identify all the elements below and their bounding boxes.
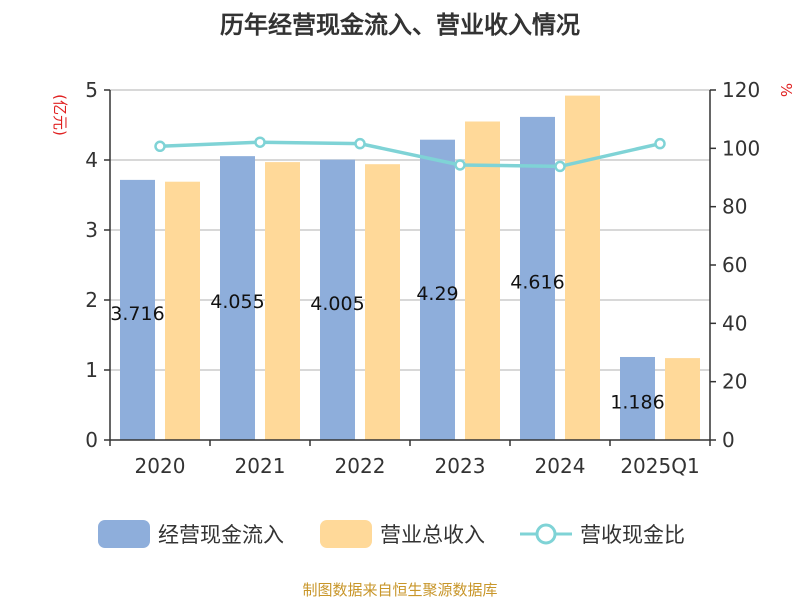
cash-inflow-value-label: 1.186 (610, 391, 664, 413)
left-axis-unit: (亿元) (51, 94, 69, 136)
right-axis-tick-label: 0 (722, 428, 735, 452)
bar-cash-inflow (520, 116, 555, 440)
bars (120, 95, 700, 440)
legend: 经营现金流入 营业总收入 营收现金比 (98, 520, 685, 548)
legend-marker-ratio (535, 523, 557, 545)
data-labels: 3.716 4.055 4.005 4.29 4.616 1.186 (110, 271, 664, 413)
legend-label: 营收现金比 (580, 523, 685, 547)
right-axis-tick-label: 60 (722, 253, 747, 277)
left-axis-tick-label: 4 (85, 148, 98, 172)
right-axis-tick-label: 120 (722, 78, 760, 102)
cash-inflow-value-label: 4.005 (310, 293, 364, 315)
left-axis-tick-label: 1 (85, 358, 98, 382)
bar-cash-inflow (620, 356, 655, 440)
bar-total-revenue (465, 121, 500, 440)
bar-total-revenue (565, 95, 600, 440)
ratio-point (454, 159, 466, 171)
right-axis-tick-label: 80 (722, 195, 747, 219)
axes: 0 1 2 3 4 5 0 20 40 60 80 100 120 2020 2021 2022 2023 202… (85, 78, 760, 478)
right-axis-tick-label: 100 (722, 136, 760, 160)
left-axis-tick-label: 2 (85, 288, 98, 312)
x-axis-tick-label: 2022 (335, 454, 386, 478)
cash-inflow-value-label: 4.055 (210, 291, 264, 313)
ratio-point (654, 137, 666, 150)
cash-inflow-value-label: 3.716 (110, 303, 164, 325)
legend-label: 经营现金流入 (158, 523, 284, 547)
ratio-point (254, 136, 266, 148)
cash-inflow-value-label: 4.616 (510, 271, 564, 293)
bar-total-revenue (365, 164, 400, 440)
x-axis-tick-label: 2020 (135, 454, 186, 478)
right-axis-tick-label: 40 (722, 311, 747, 335)
bar-total-revenue (265, 162, 300, 440)
bar-total-revenue (165, 181, 200, 440)
legend-label: 营业总收入 (380, 523, 485, 547)
x-axis-tick-label: 2024 (535, 454, 586, 478)
bar-total-revenue (665, 358, 700, 440)
ratio-point (554, 160, 566, 173)
ratio-point (154, 140, 166, 153)
left-axis-tick-label: 0 (85, 428, 98, 452)
left-axis-tick-label: 3 (85, 218, 98, 242)
bar-cash-inflow (220, 156, 255, 440)
left-axis-tick-label: 5 (85, 78, 98, 102)
source-note: 制图数据来自恒生聚源数据库 (302, 581, 497, 599)
ratio-point (354, 137, 366, 150)
chart-title: 历年经营现金流入、营业收入情况 (220, 11, 580, 39)
x-axis-tick-label: 2023 (435, 454, 486, 478)
right-axis-tick-label: 20 (722, 370, 747, 394)
legend-swatch-cash-inflow (98, 520, 150, 548)
x-axis-tick-label: 2025Q1 (620, 454, 699, 478)
bar-cash-inflow (420, 139, 455, 440)
gridlines (110, 89, 710, 371)
bar-cash-inflow (320, 159, 355, 440)
right-axis-unit: % (777, 83, 795, 97)
x-axis-tick-label: 2021 (235, 454, 286, 478)
cash-inflow-value-label: 4.29 (416, 283, 458, 305)
legend-swatch-total-revenue (320, 520, 372, 548)
ratio-line (154, 136, 666, 173)
bar-cash-inflow (120, 179, 155, 440)
ratio-line-path (159, 140, 661, 169)
